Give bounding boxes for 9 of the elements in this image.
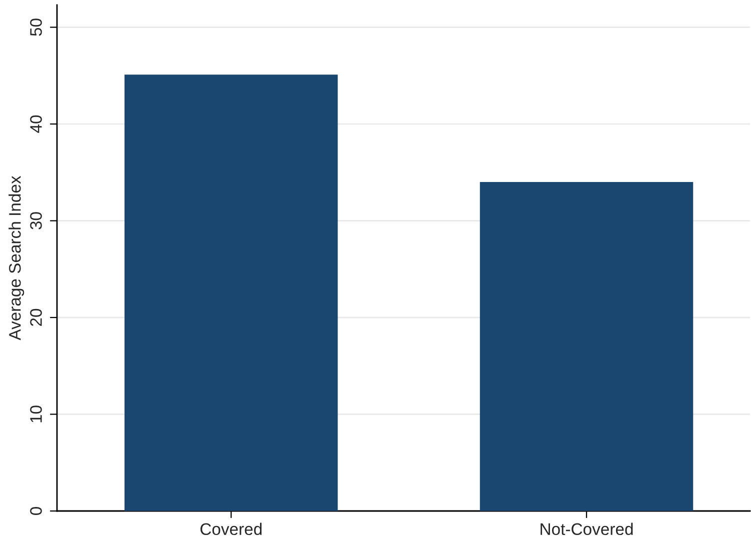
y-tick-label: 50 [30,18,42,36]
x-tick-label: Not-Covered [540,522,633,536]
y-tick-label: 40 [30,115,42,133]
y-tick-label: 30 [30,212,42,230]
x-tick-label: Covered [200,522,262,536]
y-tick-label: 0 [30,507,42,515]
y-tick-label: 10 [30,406,42,422]
y-tick-label: 20 [30,308,42,326]
y-axis-title: Average Search Index [8,176,24,340]
